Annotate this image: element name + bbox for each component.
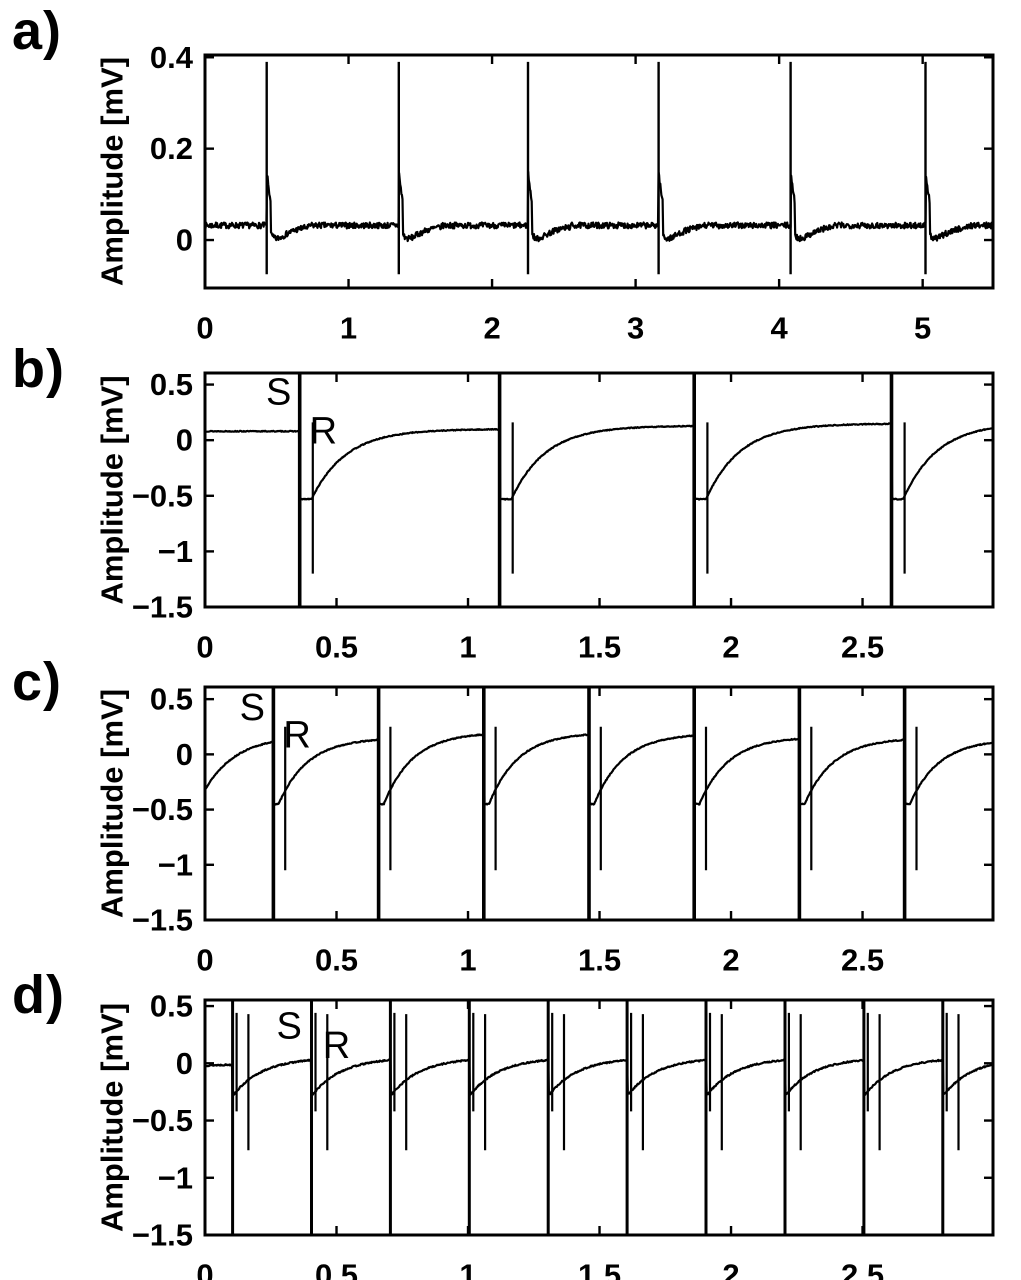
x-tick-label: 0 — [196, 629, 213, 664]
annotation-S: S — [240, 687, 265, 729]
y-tick-label: −1 — [158, 534, 193, 569]
y-tick-label: 0 — [176, 737, 193, 772]
x-tick-label: 1.5 — [578, 629, 621, 664]
waveform-trace — [205, 733, 993, 806]
x-tick-label: 0 — [196, 310, 213, 345]
x-tick-label: 0.5 — [315, 942, 358, 977]
panel-letter-d: d) — [12, 965, 65, 1025]
x-tick-label: 0.5 — [315, 629, 358, 664]
x-tick-label: 2 — [483, 310, 500, 345]
annotation-R: R — [310, 410, 337, 452]
stimulus-lines — [297, 373, 894, 607]
y-tick-label: 0.5 — [150, 367, 193, 402]
y-tick-label: −0.5 — [132, 478, 193, 513]
y-axis-title: Amplitude [mV] — [95, 57, 130, 286]
y-tick-label: 0 — [176, 223, 193, 258]
annotation-R: R — [323, 1025, 350, 1067]
annotation-S: S — [266, 371, 291, 413]
waveform-trace — [205, 422, 993, 501]
y-tick-label: 0 — [176, 1046, 193, 1081]
y-tick-label: −1.5 — [132, 1218, 193, 1253]
x-tick-label: 1 — [459, 629, 476, 664]
x-tick-label: 1 — [459, 1257, 476, 1280]
y-tick-label: 0.5 — [150, 989, 193, 1024]
x-tick-label: 0 — [196, 942, 213, 977]
y-tick-label: −0.5 — [132, 792, 193, 827]
y-tick-label: 0.2 — [150, 131, 193, 166]
x-tick-label: 2 — [722, 1257, 739, 1280]
panel-letter-b: b) — [12, 339, 65, 399]
panel-letter-c: c) — [12, 652, 63, 712]
response-spikes — [311, 422, 906, 574]
x-tick-label: 1.5 — [578, 1257, 621, 1280]
x-tick-label: 1.5 — [578, 942, 621, 977]
y-tick-label: 0.4 — [150, 40, 194, 75]
x-tick-label: 2.5 — [841, 1257, 884, 1280]
x-tick-label: 2.5 — [841, 942, 884, 977]
y-axis-title: Amplitude [mV] — [95, 689, 130, 918]
y-tick-label: −0.5 — [132, 1103, 193, 1138]
stimulus-lines — [231, 1000, 945, 1235]
x-tick-label: 0.5 — [315, 1257, 358, 1280]
y-tick-label: −1 — [158, 1160, 193, 1195]
x-tick-label: 2.5 — [841, 629, 884, 664]
x-tick-label: 2 — [722, 629, 739, 664]
panel-a: 0 1 2 3 4 5 0 0.2 0.4 Amplitude [mV] — [95, 40, 995, 345]
y-tick-label: 0.5 — [150, 682, 193, 717]
plot-box — [203, 371, 995, 609]
response-spikes — [235, 1012, 960, 1151]
y-tick-label: 0 — [176, 423, 193, 458]
plot-box — [203, 53, 995, 290]
plot-box — [203, 685, 995, 922]
x-tick-label: 1 — [459, 942, 476, 977]
x-tick-label: 0 — [196, 1257, 213, 1280]
response-spikes — [284, 726, 918, 871]
waveform-trace — [205, 1058, 993, 1096]
qrs-spikes — [265, 61, 927, 275]
x-tick-label: 4 — [771, 310, 789, 345]
x-tick-label: 1 — [340, 310, 357, 345]
x-tick-label: 3 — [627, 310, 644, 345]
waveform-trace — [205, 170, 993, 243]
x-tick-label: 5 — [914, 310, 931, 345]
y-tick-label: −1.5 — [132, 903, 193, 938]
x-tick-label: 2 — [722, 942, 739, 977]
y-tick-label: −1.5 — [132, 590, 193, 625]
annotation-R: R — [283, 715, 310, 757]
panel-letter-a: a) — [12, 1, 63, 61]
y-axis-title: Amplitude [mV] — [95, 1003, 130, 1232]
y-tick-label: −1 — [158, 847, 193, 882]
annotation-S: S — [276, 1006, 301, 1048]
y-axis-title: Amplitude [mV] — [95, 375, 130, 604]
